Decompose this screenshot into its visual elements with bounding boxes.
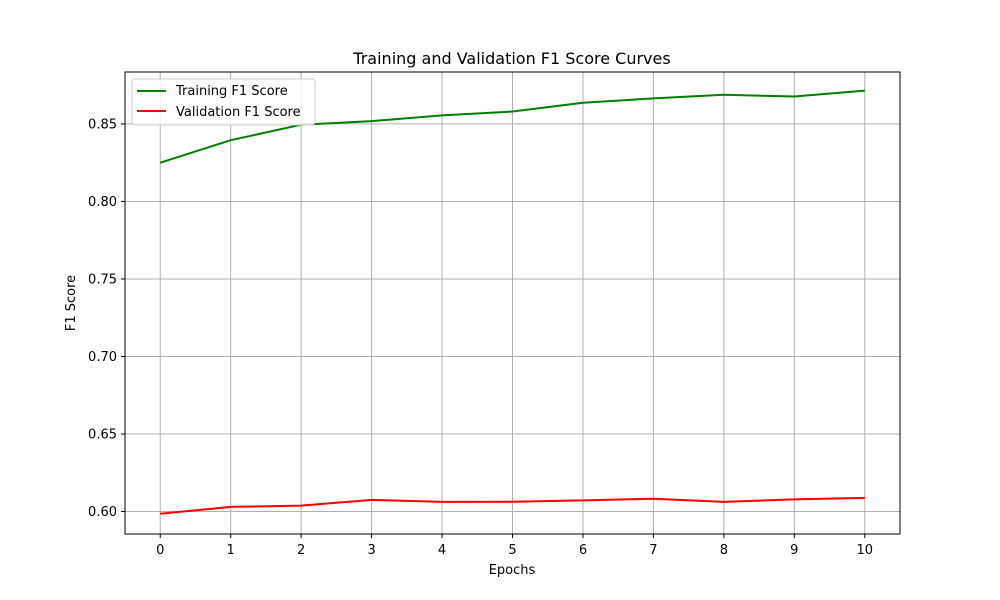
axis-ticks: 0 1 2 3 4 5 6 7 8 9 10 0.60 0.65 0.70 0.75 0.80 0.85 xyxy=(88,117,873,558)
x-tick-label: 6 xyxy=(579,543,587,558)
legend-label-validation: Validation F1 Score xyxy=(176,105,301,120)
y-tick-label: 0.70 xyxy=(88,350,117,365)
y-tick-label: 0.80 xyxy=(88,195,117,210)
x-tick-label: 3 xyxy=(367,543,375,558)
grid xyxy=(125,72,900,534)
series-layer xyxy=(159,89,865,515)
x-tick-label: 4 xyxy=(438,543,446,558)
y-axis-label: F1 Score xyxy=(64,275,79,331)
x-tick-label: 8 xyxy=(720,543,728,558)
x-tick-label: 0 xyxy=(156,543,164,558)
legend: Training F1 Score Validation F1 Score xyxy=(131,78,316,126)
y-tick-label: 0.60 xyxy=(88,505,117,520)
x-tick-label: 1 xyxy=(227,543,235,558)
legend-label-training: Training F1 Score xyxy=(175,84,288,99)
x-tick-label: 5 xyxy=(508,543,516,558)
legend-box xyxy=(131,78,316,126)
series-line-validation xyxy=(160,496,865,515)
x-tick-label: 2 xyxy=(297,543,305,558)
x-tick-label: 9 xyxy=(790,543,798,558)
chart-title: Training and Validation F1 Score Curves xyxy=(352,49,670,68)
y-tick-label: 0.65 xyxy=(88,428,117,443)
y-tick-label: 0.85 xyxy=(88,117,117,132)
series-line-training xyxy=(159,89,865,164)
y-tick-label: 0.75 xyxy=(88,272,117,287)
x-axis-label: Epochs xyxy=(489,563,536,578)
x-tick-label: 10 xyxy=(856,543,873,558)
x-tick-label: 7 xyxy=(649,543,657,558)
